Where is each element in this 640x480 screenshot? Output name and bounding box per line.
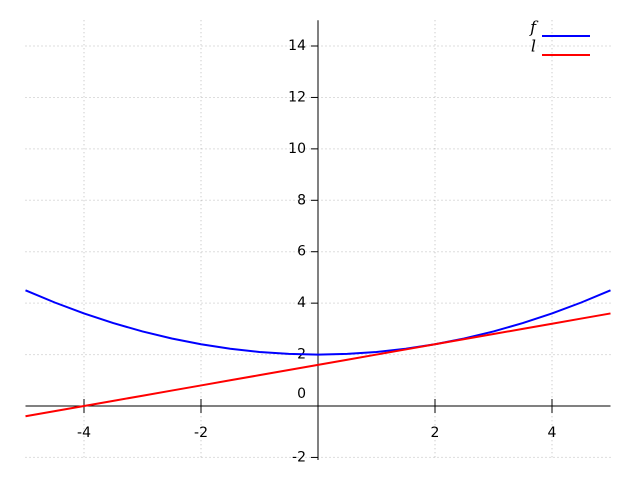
y-tick-label: 0	[297, 386, 306, 402]
y-tick-label: 14	[288, 38, 306, 54]
line	[25, 312, 611, 418]
x-tick-label: -2	[194, 425, 208, 441]
y-tick-label: 4	[297, 295, 306, 311]
y-tick-label: 8	[297, 192, 306, 208]
y-tick-label: 10	[288, 141, 306, 157]
x-tick-label: 2	[431, 425, 440, 441]
y-tick-label: 12	[288, 89, 306, 105]
y-tick-label: 6	[297, 244, 306, 260]
x-tick-label: -4	[77, 425, 91, 441]
legend-label: f	[529, 18, 539, 37]
legend-label: l	[531, 37, 536, 56]
y-tick-label: -2	[292, 449, 306, 465]
x-tick-label: 4	[548, 425, 557, 441]
line	[25, 289, 611, 356]
